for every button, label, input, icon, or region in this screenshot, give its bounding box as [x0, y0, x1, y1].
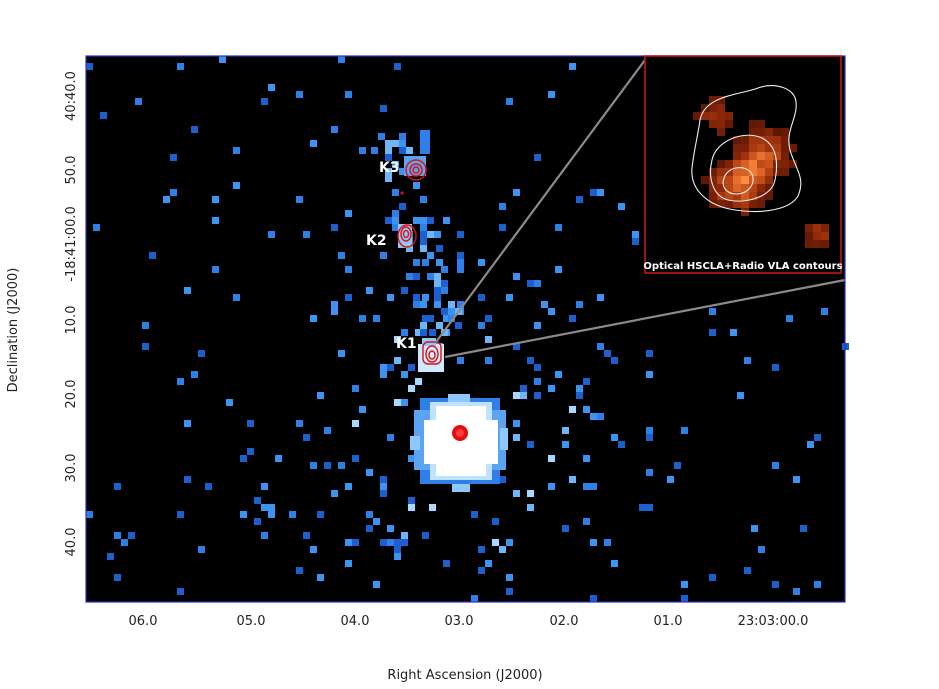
y-tick-label: 50.0	[64, 156, 79, 185]
y-tick-label: 40.0	[64, 528, 79, 557]
optical-emission-pixels	[693, 96, 829, 248]
y-axis-ticks: 40:40.0 50.0 -18:41:00.0 10.0 20.0 30.0 …	[64, 71, 79, 556]
x-tick-label: 01.0	[654, 614, 683, 629]
optical-inset: Optical HSCLA+Radio VLA contours	[643, 55, 843, 274]
k3-radio-contours	[405, 159, 427, 181]
inset-radio-contours	[691, 85, 802, 213]
x-axis-ticks: 06.0 05.0 04.0 03.0 02.0 01.0 23:03:00.0	[129, 614, 809, 629]
inset-pointer-line-lower	[444, 278, 846, 359]
y-tick-label: 40:40.0	[64, 71, 79, 121]
x-tick-label: 04.0	[341, 614, 370, 629]
x-tick-label: 02.0	[550, 614, 579, 629]
x-tick-label: 06.0	[129, 614, 158, 629]
x-tick-label: 03.0	[445, 614, 474, 629]
y-tick-label: -18:41:00.0	[64, 206, 79, 281]
inset-caption: Optical HSCLA+Radio VLA contours	[643, 261, 842, 272]
source-label-k2: K2	[366, 233, 387, 249]
k1-radio-contours	[422, 341, 442, 365]
x-tick-label: 05.0	[237, 614, 266, 629]
bright-central-source	[410, 394, 508, 492]
inset-pointer-line-upper	[435, 59, 646, 343]
image-frame	[85, 55, 846, 603]
y-tick-label: 30.0	[64, 454, 79, 483]
y-axis-label: Declination (J2000)	[6, 268, 21, 393]
x-axis-label: Right Ascension (J2000)	[387, 668, 542, 683]
source-label-k3: K3	[379, 160, 400, 176]
source-label-k1: K1	[396, 336, 417, 352]
y-tick-label: 10.0	[64, 306, 79, 335]
k2-radio-contours	[397, 224, 417, 248]
y-tick-label: 20.0	[64, 380, 79, 409]
x-tick-label: 23:03:00.0	[738, 614, 809, 629]
